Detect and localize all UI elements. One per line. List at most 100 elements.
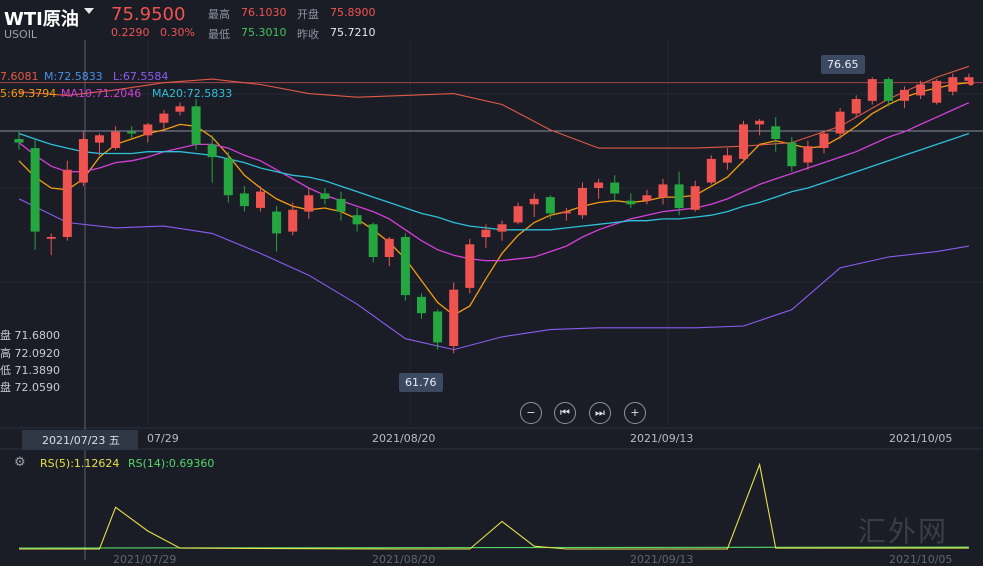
candle-body <box>545 197 555 214</box>
current-price-dot <box>967 79 974 86</box>
candle-body <box>384 238 394 257</box>
next-button[interactable]: ⏭ <box>589 402 611 424</box>
x-tick-4: 2021/10/05 <box>889 432 953 445</box>
open-label: 开盘 <box>297 8 319 21</box>
rs14-legend: RS(14):0.69360 <box>128 457 215 470</box>
zoom-out-button[interactable]: − <box>520 402 542 424</box>
candle-body <box>336 198 346 212</box>
candle-body <box>674 184 684 208</box>
x-tick-3: 2021/09/13 <box>630 432 694 445</box>
zoom-in-button[interactable]: + <box>624 402 646 424</box>
candle-body <box>513 206 523 223</box>
min-price-badge: 61.76 <box>399 373 443 392</box>
candle-body <box>883 79 893 101</box>
candle-body <box>46 237 56 239</box>
candle-body <box>497 224 507 232</box>
candle-body <box>561 211 571 214</box>
candle-body <box>706 158 716 183</box>
prev-close-label: 昨收 <box>297 28 319 41</box>
candle-body <box>658 184 668 198</box>
current-price: 75.9500 <box>111 4 186 25</box>
low-label: 最低 <box>208 28 230 41</box>
high-value: 76.1030 <box>241 6 287 19</box>
candle-body <box>256 191 265 208</box>
candle-body <box>594 182 604 188</box>
candle-body <box>239 193 249 207</box>
candle-body <box>481 229 491 238</box>
candle-body <box>352 215 362 225</box>
candle-body <box>175 106 185 112</box>
boll-lower-legend: L:67.5584 <box>113 70 169 83</box>
candle-body <box>95 135 104 143</box>
candle-body <box>320 193 330 199</box>
candle-body <box>143 124 153 136</box>
ma20-line <box>18 132 970 231</box>
candle-body <box>771 126 781 139</box>
candle-body <box>835 111 845 134</box>
max-price-badge: 76.65 <box>821 55 865 74</box>
ohlc-open: 盘 71.6800 <box>0 329 60 342</box>
low-value: 75.3010 <box>241 26 287 39</box>
candle-body <box>465 244 475 288</box>
rs5-line <box>19 462 969 550</box>
candle-body <box>755 120 765 125</box>
crosshair-date: 2021/07/23 五 <box>22 430 138 450</box>
candle-body <box>62 169 72 237</box>
candle-body <box>14 139 24 143</box>
candle-body <box>819 133 829 148</box>
prev-button[interactable]: ⏮ <box>554 402 576 424</box>
ohlc-close: 盘 72.0590 <box>0 381 60 394</box>
watermark-logo: 汇外网 <box>858 515 949 548</box>
candle-body <box>803 146 813 163</box>
gear-icon[interactable]: ⚙ <box>14 455 26 470</box>
candle-body <box>578 188 587 216</box>
candle-body <box>787 142 797 167</box>
candle-body <box>948 77 958 92</box>
x-tick-1: 07/29 <box>147 432 179 445</box>
candle-body <box>529 198 539 205</box>
prev-close-value: 75.7210 <box>330 26 376 39</box>
candle-body <box>78 139 88 183</box>
high-label: 最高 <box>208 8 230 21</box>
candle-body <box>288 209 298 232</box>
ma5-legend: 5:69.3794 <box>0 87 57 100</box>
ma10-legend: MA10:71.2046 <box>61 87 142 100</box>
candle-body <box>916 84 926 96</box>
candle-body <box>851 99 861 114</box>
boll-upper-legend: 7.6081 <box>0 70 39 83</box>
ohlc-high: 高 72.0920 <box>0 347 60 360</box>
instrument-title[interactable]: WTI原油 <box>4 9 79 30</box>
candle-body <box>932 80 942 103</box>
candle-body <box>30 148 40 232</box>
rs14-line <box>18 546 969 549</box>
candle-body <box>449 289 459 346</box>
candle-body <box>304 195 314 212</box>
candle-body <box>610 182 620 194</box>
ohlc-low: 低 71.3890 <box>0 364 60 377</box>
candle-body <box>626 200 636 205</box>
instrument-symbol: USOIL <box>4 28 38 41</box>
ma10-line <box>18 102 970 262</box>
boll-mid-legend: M:72.5833 <box>44 70 103 83</box>
candle-body <box>111 131 121 148</box>
candle-body <box>722 155 732 163</box>
candle-body <box>368 224 378 257</box>
candle-body <box>272 211 282 234</box>
candle-body <box>127 131 137 134</box>
candle-body <box>867 79 877 101</box>
candle-body <box>739 124 748 159</box>
candle-body <box>400 237 410 296</box>
chevron-down-icon[interactable] <box>84 8 94 14</box>
candle-body <box>159 113 169 123</box>
candle-body <box>690 186 700 210</box>
candle-body <box>191 106 201 145</box>
rs5-legend: RS(5):1.12624 <box>40 457 120 470</box>
open-value: 75.8900 <box>330 6 376 19</box>
candle-body <box>900 89 909 101</box>
ma20-legend: MA20:72.5833 <box>152 87 233 100</box>
candle-body <box>433 311 443 343</box>
candle-body <box>964 77 974 81</box>
candle-body <box>223 158 233 196</box>
candle-body <box>207 144 217 158</box>
